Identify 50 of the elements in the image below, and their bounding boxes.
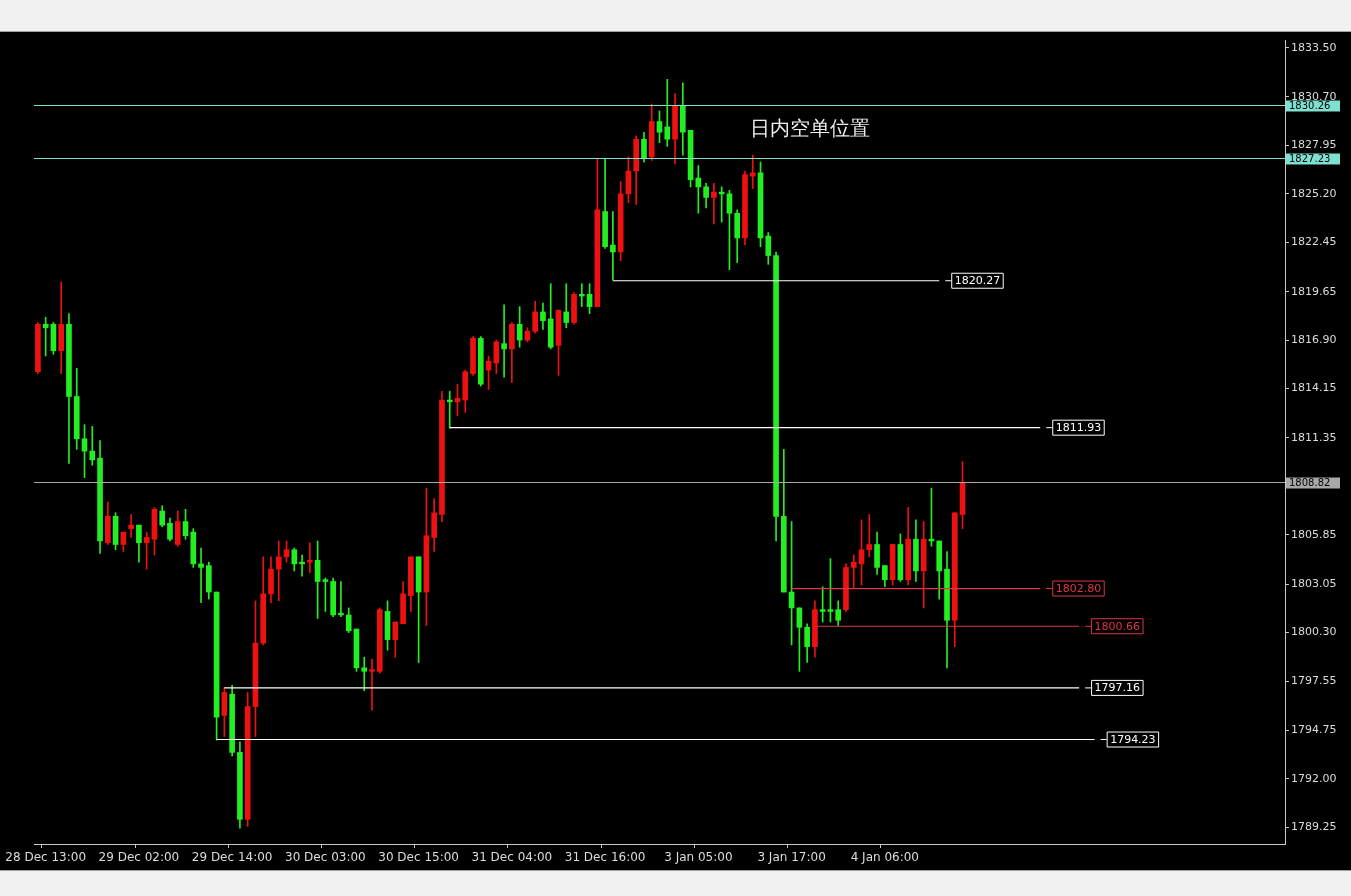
ref-line-label: 1830.26 xyxy=(1289,99,1331,111)
legend-label: 1811.93 xyxy=(1055,421,1102,435)
candlestick xyxy=(369,658,375,711)
x-tick-label: 30 Dec 03:00 xyxy=(285,850,366,865)
x-tick-label: 31 Dec 04:00 xyxy=(471,850,553,865)
candlestick xyxy=(866,514,873,558)
y-tick-label: 1814.15 xyxy=(1291,381,1337,395)
legend-label: 1802.80 xyxy=(1055,581,1102,595)
y-tick-label: 1789.25 xyxy=(1291,820,1337,834)
y-tick-label: 1800.30 xyxy=(1291,625,1337,639)
legend-label: 1794.23 xyxy=(1110,732,1156,746)
y-tick-label: 1825.20 xyxy=(1291,186,1337,200)
candlestick xyxy=(501,304,507,378)
candlestick xyxy=(275,540,282,602)
x-tick-label: 28 Dec 13:00 xyxy=(5,850,87,865)
candlestick xyxy=(610,211,616,281)
ref-line-label: 1827.23 xyxy=(1289,152,1331,164)
candlestick xyxy=(711,182,717,225)
y-tick-label: 1797.55 xyxy=(1291,673,1337,687)
candlestick xyxy=(89,426,96,466)
legend-label: 1800.66 xyxy=(1094,619,1141,633)
y-tick-label: 1805.85 xyxy=(1291,527,1337,541)
x-tick-label: 29 Dec 02:00 xyxy=(98,850,180,865)
annotation: 日内空单位置 xyxy=(749,115,870,140)
candlestick xyxy=(664,79,671,147)
y-tick-label: 1822.45 xyxy=(1291,235,1337,249)
candlestick xyxy=(749,154,756,189)
x-tick-label: 4 Jan 06:00 xyxy=(850,850,920,865)
candlestick xyxy=(361,656,368,692)
x-tick-label: 30 Dec 15:00 xyxy=(378,850,459,865)
y-tick-label: 1827.95 xyxy=(1291,138,1337,152)
y-tick-label: 1819.65 xyxy=(1291,284,1337,298)
legend-label: 1797.16 xyxy=(1094,681,1141,695)
x-tick-label: 29 Dec 14:00 xyxy=(191,850,273,865)
legend-label: 1820.27 xyxy=(954,274,1001,288)
candlestick xyxy=(819,586,826,623)
candlestick xyxy=(850,554,857,589)
y-tick-label: 1792.00 xyxy=(1291,771,1337,785)
y-tick-label: 1833.50 xyxy=(1291,40,1337,54)
x-tick-label: 31 Dec 16:00 xyxy=(564,850,646,865)
x-tick-label: 3 Jan 17:00 xyxy=(757,850,826,865)
ref-line-label: 1808.82 xyxy=(1289,476,1331,488)
y-tick-label: 1811.35 xyxy=(1291,430,1337,444)
candlestick xyxy=(563,283,570,329)
y-tick-label: 1803.05 xyxy=(1291,576,1337,590)
x-tick-label: 3 Jan 05:00 xyxy=(664,850,733,865)
y-tick-label: 1794.75 xyxy=(1291,723,1337,737)
y-tick-label: 1816.90 xyxy=(1291,332,1337,346)
candlestick xyxy=(128,514,134,538)
candlestick xyxy=(198,547,204,603)
